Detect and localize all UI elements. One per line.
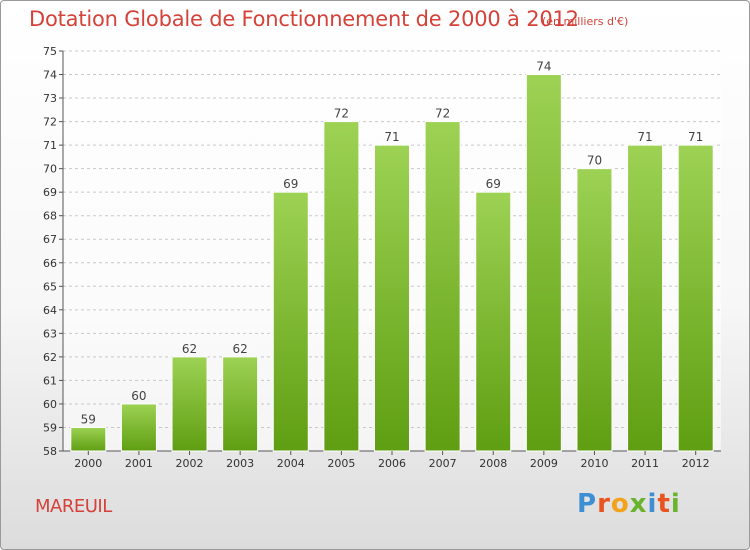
y-tick-label: 73 — [43, 92, 57, 105]
y-tick-label: 58 — [43, 445, 57, 458]
bar — [222, 356, 259, 452]
y-tick-label: 62 — [43, 351, 57, 364]
bar — [424, 121, 461, 452]
y-tick-label: 60 — [43, 398, 57, 411]
y-tick-label: 65 — [43, 280, 57, 293]
bar — [627, 144, 664, 452]
y-tick-label: 66 — [43, 257, 57, 270]
x-tick-label: 2011 — [631, 457, 659, 470]
y-tick-label: 64 — [43, 304, 57, 317]
x-tick-label: 2000 — [74, 457, 102, 470]
y-tick-label: 59 — [43, 421, 57, 434]
y-tick-label: 69 — [43, 186, 57, 199]
y-tick-label: 74 — [43, 69, 57, 82]
chart-title: Dotation Globale de Fonctionnement de 20… — [29, 7, 579, 31]
logo-letter: i — [670, 489, 681, 519]
y-tick-label: 70 — [43, 163, 57, 176]
y-tick-label: 67 — [43, 233, 57, 246]
x-tick-label: 2008 — [479, 457, 507, 470]
bar — [677, 144, 714, 452]
bar-data-label: 70 — [587, 154, 602, 168]
bar-data-label: 62 — [182, 342, 197, 356]
x-tick-label: 2009 — [530, 457, 558, 470]
proxiti-logo[interactable]: Proxiti — [577, 489, 681, 519]
x-tick-label: 2012 — [682, 457, 710, 470]
bar-data-label: 59 — [81, 412, 96, 426]
y-tick-label: 75 — [43, 45, 57, 58]
bar — [70, 426, 107, 452]
x-tick-label: 2010 — [580, 457, 608, 470]
logo-letter: t — [657, 489, 671, 519]
y-tick-label: 63 — [43, 327, 57, 340]
logo-letter: i — [647, 489, 658, 519]
x-tick-label: 2001 — [125, 457, 153, 470]
bar — [576, 168, 613, 452]
bar-data-label: 71 — [688, 130, 703, 144]
y-tick-label: 68 — [43, 210, 57, 223]
bar — [525, 74, 562, 452]
bar — [272, 191, 309, 452]
bar — [323, 121, 360, 452]
bar-data-label: 71 — [637, 130, 652, 144]
bar-data-label: 72 — [334, 107, 349, 121]
logo-letter: P — [577, 489, 598, 519]
x-tick-label: 2002 — [176, 457, 204, 470]
bar-data-label: 69 — [486, 177, 501, 191]
bar-data-label: 72 — [435, 107, 450, 121]
bar-data-label: 62 — [233, 342, 248, 356]
logo-letter: r — [597, 489, 611, 519]
x-tick-label: 2004 — [277, 457, 305, 470]
y-tick-label: 61 — [43, 374, 57, 387]
y-tick-label: 71 — [43, 139, 57, 152]
bar-data-label: 69 — [283, 177, 298, 191]
bar-data-label: 60 — [131, 389, 146, 403]
bar — [475, 191, 512, 452]
bar — [171, 356, 208, 452]
logo-letter: x — [629, 489, 648, 519]
y-tick-label: 72 — [43, 116, 57, 129]
bar-data-label: 71 — [384, 130, 399, 144]
commune-name: MAREUIL — [35, 496, 112, 517]
x-tick-label: 2006 — [378, 457, 406, 470]
x-tick-label: 2003 — [226, 457, 254, 470]
x-tick-label: 2005 — [327, 457, 355, 470]
bar-data-label: 74 — [536, 60, 551, 74]
logo-letter: o — [610, 489, 630, 519]
x-tick-label: 2007 — [429, 457, 457, 470]
bar — [120, 403, 157, 452]
bar — [374, 144, 410, 452]
chart-unit-note: (en milliers d'€) — [542, 15, 629, 28]
